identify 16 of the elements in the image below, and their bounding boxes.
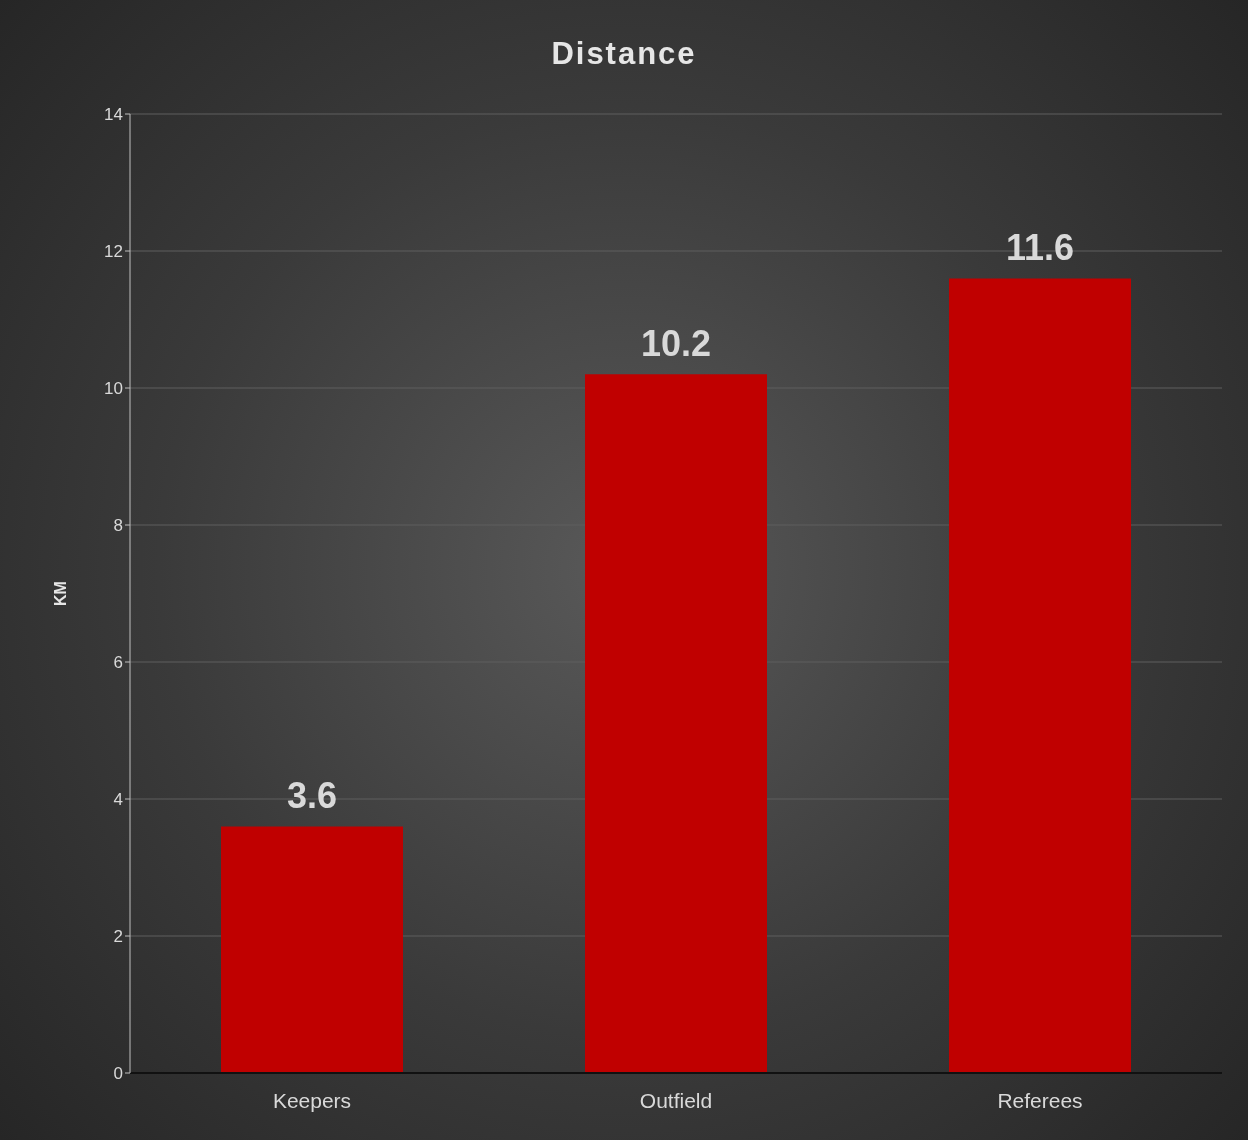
y-tick-label: 12 bbox=[104, 242, 123, 262]
x-tick-label: Keepers bbox=[272, 1088, 352, 1112]
y-tick-label: 10 bbox=[104, 379, 123, 399]
data-label: 10.2 bbox=[640, 323, 712, 365]
y-tick-label: 14 bbox=[104, 105, 123, 125]
y-tick-label: 2 bbox=[113, 927, 123, 947]
y-tick-label: 4 bbox=[113, 790, 123, 810]
data-label: 11.6 bbox=[1005, 227, 1075, 269]
y-tick-label: 8 bbox=[113, 516, 123, 536]
y-axis-title: KM bbox=[51, 581, 69, 606]
chart-title: Distance bbox=[550, 36, 698, 72]
y-tick-label: 6 bbox=[113, 653, 123, 673]
data-label: 3.6 bbox=[286, 775, 338, 817]
y-tick-label: 0 bbox=[113, 1064, 123, 1084]
x-tick-label: Outfield bbox=[639, 1088, 713, 1112]
x-tick-label: Referees bbox=[997, 1088, 1083, 1112]
